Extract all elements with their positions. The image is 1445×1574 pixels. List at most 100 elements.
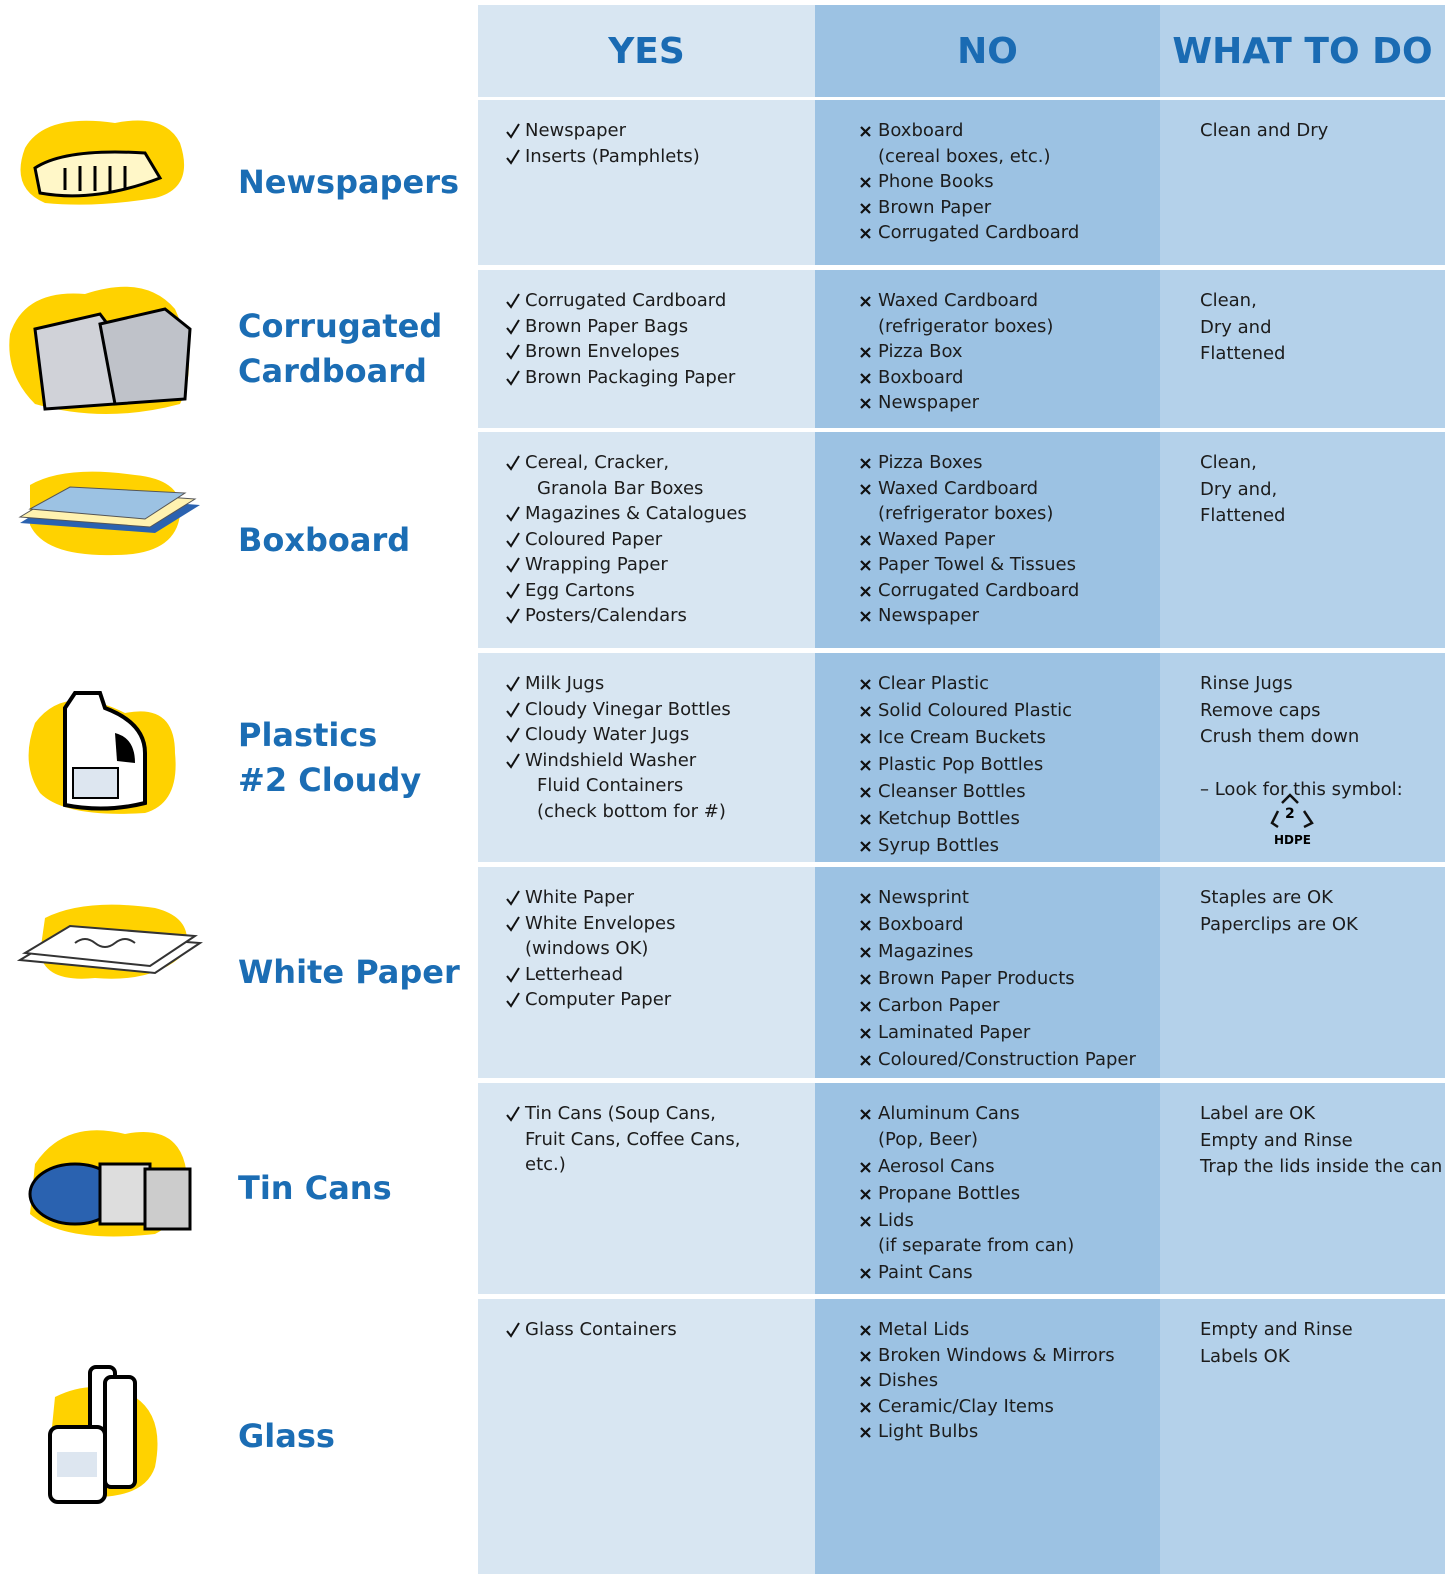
no-item: Lids	[878, 1209, 914, 1231]
yes-item: Newspaper	[525, 120, 626, 141]
no-item: Boxboard	[878, 366, 964, 388]
no-item: Waxed Cardboard	[878, 290, 1039, 311]
no-item: Waxed Paper	[878, 528, 995, 550]
no-item: Ice Cream Buckets	[878, 727, 1046, 748]
todo-line: Dry and	[1200, 316, 1272, 338]
row-label: Plastics	[238, 715, 378, 754]
no-item: (cereal boxes, etc.)	[878, 145, 1051, 167]
check-mark	[506, 369, 520, 386]
no-item: Ceramic/Clay Items	[878, 1395, 1054, 1417]
cross-mark	[860, 1376, 871, 1387]
todo-line: Rinse Jugs	[1200, 673, 1293, 694]
no-item: Newsprint	[878, 887, 969, 908]
cross-mark	[860, 1161, 871, 1173]
todo-line: Label are OK	[1200, 1103, 1316, 1124]
cross-mark	[860, 814, 871, 825]
check-mark	[506, 608, 520, 624]
yes-item: Tin Cans (Soup Cans,	[525, 1103, 716, 1124]
cross-mark	[860, 974, 871, 985]
yes-cell	[478, 1299, 815, 1574]
no-item: Clear Plastic	[878, 673, 990, 694]
what-cell	[1160, 867, 1445, 1078]
check-mark	[506, 1322, 520, 1338]
row-label: White Paper	[238, 953, 460, 991]
icon	[9, 286, 192, 414]
no-item: Aerosol Cans	[878, 1155, 995, 1177]
cross-mark	[860, 679, 871, 690]
cross-mark	[860, 1350, 871, 1362]
check-mark	[506, 890, 520, 906]
todo-line: Dry and,	[1200, 478, 1278, 500]
yes-item: Glass Containers	[525, 1319, 677, 1340]
cross-mark	[860, 126, 871, 137]
check-mark	[506, 455, 520, 471]
cross-mark	[860, 534, 871, 546]
todo-line: Staples are OK	[1200, 887, 1333, 908]
yes-item: Brown Packaging Paper	[525, 366, 736, 388]
no-item: Solid Coloured Plastic	[878, 700, 1073, 721]
check-mark	[506, 531, 520, 548]
header-what: WHAT TO DO	[1160, 5, 1445, 97]
row-label: Newspapers	[238, 163, 460, 201]
icon	[18, 471, 200, 556]
row-label: #2 Cloudy	[238, 760, 422, 799]
yes-item: Brown Envelopes	[525, 341, 680, 362]
cross-mark	[860, 1268, 871, 1279]
todo-line: Trap the lids inside the can	[1200, 1156, 1443, 1177]
yes-item: Coloured Paper	[525, 528, 663, 550]
cross-mark	[860, 1001, 871, 1012]
symbol-number: 2	[1285, 806, 1295, 822]
yes-cell	[478, 270, 815, 428]
no-item: (refrigerator boxes)	[878, 503, 1054, 524]
no-item: Syrup Bottles	[878, 835, 999, 856]
yes-item: Cloudy Water Jugs	[525, 724, 690, 745]
todo-line: Clean and Dry	[1200, 120, 1329, 141]
no-item: (refrigerator boxes)	[878, 315, 1054, 337]
no-item: Metal Lids	[878, 1319, 970, 1340]
no-item: Magazines	[878, 941, 974, 962]
yes-item: Corrugated Cardboard	[525, 290, 727, 311]
what-cell	[1160, 653, 1445, 862]
no-item: Paper Towel & Tissues	[878, 554, 1076, 575]
yes-item: Wrapping Paper	[525, 554, 668, 575]
cross-mark	[860, 585, 871, 597]
no-item: Aluminum Cans	[878, 1103, 1020, 1124]
no-item: Ketchup Bottles	[878, 808, 1020, 829]
yes-item: Magazines & Catalogues	[525, 503, 747, 524]
todo-line: Remove caps	[1200, 699, 1321, 721]
yes-item: Inserts (Pamphlets)	[525, 145, 700, 167]
check-mark	[506, 318, 520, 335]
cross-mark	[860, 1427, 871, 1438]
yes-item: Fruit Cans, Coffee Cans,	[525, 1128, 741, 1150]
what-cell	[1160, 1299, 1445, 1574]
no-item: (if separate from can)	[878, 1235, 1075, 1256]
todo-line: Flattened	[1200, 505, 1286, 526]
check-mark	[506, 701, 520, 718]
no-cell	[815, 432, 1160, 648]
no-item: Dishes	[878, 1370, 939, 1391]
check-mark	[506, 966, 520, 983]
check-mark	[506, 582, 520, 599]
cross-mark	[860, 787, 871, 798]
symbol-label: HDPE	[1274, 833, 1311, 847]
check-mark	[506, 727, 520, 743]
cross-mark	[860, 228, 871, 239]
no-item: Light Bulbs	[878, 1421, 979, 1442]
cross-mark	[860, 1188, 871, 1200]
cross-mark	[860, 398, 871, 409]
no-item: Cleanser Bottles	[878, 781, 1026, 802]
row-label: Glass	[238, 1417, 335, 1455]
cross-mark	[860, 1215, 871, 1227]
no-item: Waxed Cardboard	[878, 477, 1039, 499]
no-cell	[815, 1083, 1160, 1294]
yes-item: Cereal, Cracker,	[525, 452, 670, 473]
yes-item: Posters/Calendars	[525, 605, 687, 626]
cross-mark	[860, 706, 871, 717]
yes-cell	[478, 867, 815, 1078]
icon	[28, 690, 176, 814]
cross-mark	[860, 1401, 871, 1413]
row-label: Cardboard	[238, 352, 427, 390]
yes-item: Milk Jugs	[525, 673, 605, 694]
cross-mark	[860, 1028, 871, 1039]
row-label: Tin Cans	[238, 1169, 392, 1207]
